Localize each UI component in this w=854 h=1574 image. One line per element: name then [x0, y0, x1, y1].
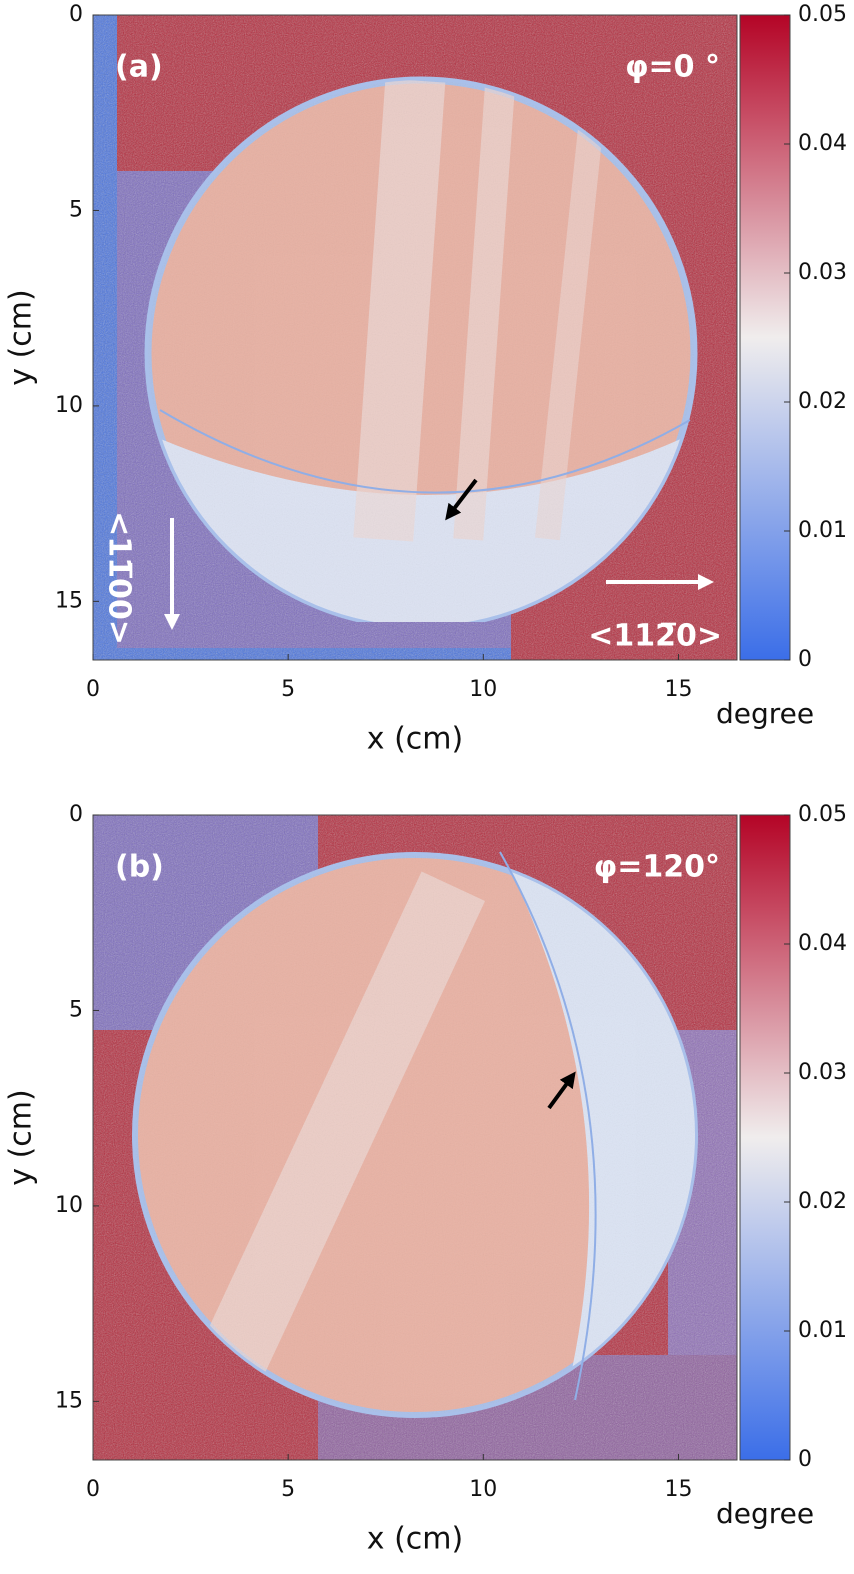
x-tick-label: 5: [281, 1477, 295, 1502]
plot-frame: [92, 14, 738, 661]
heatmap-image: [93, 815, 737, 1460]
y-tick-label: 15: [55, 588, 83, 613]
y-tick-label: 0: [69, 802, 83, 827]
colorbar-tick-label: 0: [798, 1447, 812, 1472]
y-tick-label: 5: [69, 197, 83, 222]
x-tick-label: 10: [469, 677, 497, 702]
colorbar-label: degree: [716, 1497, 814, 1530]
colorbar-tick-label: 0.04: [798, 931, 847, 956]
y-tick-label: 10: [55, 393, 83, 418]
annotation: (b): [115, 850, 164, 885]
x-tick-label: 0: [86, 677, 100, 702]
colorbar-tick-label: 0.04: [798, 131, 847, 156]
colorbar-label: degree: [716, 697, 814, 730]
y-tick-label: 10: [55, 1193, 83, 1218]
x-axis-label: x (cm): [367, 722, 463, 757]
annotation: <11̅00>: [102, 511, 137, 645]
colorbar-tick-label: 0.03: [798, 1060, 847, 1085]
colorbar-tick-label: 0.02: [798, 1189, 847, 1214]
colorbar: [739, 14, 791, 661]
x-tick-label: 10: [469, 1477, 497, 1502]
colorbar-tick-label: 0.01: [798, 518, 847, 543]
colorbar-tick-label: 0: [798, 647, 812, 672]
colorbar-tick-label: 0.03: [798, 260, 847, 285]
x-tick-label: 15: [664, 1477, 692, 1502]
colorbar-tick-label: 0.05: [798, 2, 847, 27]
y-tick-label: 15: [55, 1388, 83, 1413]
annotation: <112̅0>: [588, 619, 722, 654]
annotation: φ=120°: [594, 850, 720, 885]
y-tick-label: 5: [69, 997, 83, 1022]
colorbar-tick-label: 0.05: [798, 802, 847, 827]
x-tick-label: 5: [281, 677, 295, 702]
heatmap-image: [93, 15, 737, 660]
colorbar-tick-label: 0.01: [798, 1318, 847, 1343]
y-axis-label: y (cm): [4, 289, 39, 385]
annotation: (a): [115, 50, 163, 85]
y-axis-label: y (cm): [4, 1089, 39, 1185]
x-axis-label: x (cm): [367, 1522, 463, 1557]
colorbar-tick-label: 0.02: [798, 389, 847, 414]
x-tick-label: 0: [86, 1477, 100, 1502]
annotation: φ=0 °: [625, 50, 720, 85]
plot-frame: [92, 814, 738, 1461]
y-tick-label: 0: [69, 2, 83, 27]
x-tick-label: 15: [664, 677, 692, 702]
colorbar: [739, 814, 791, 1461]
